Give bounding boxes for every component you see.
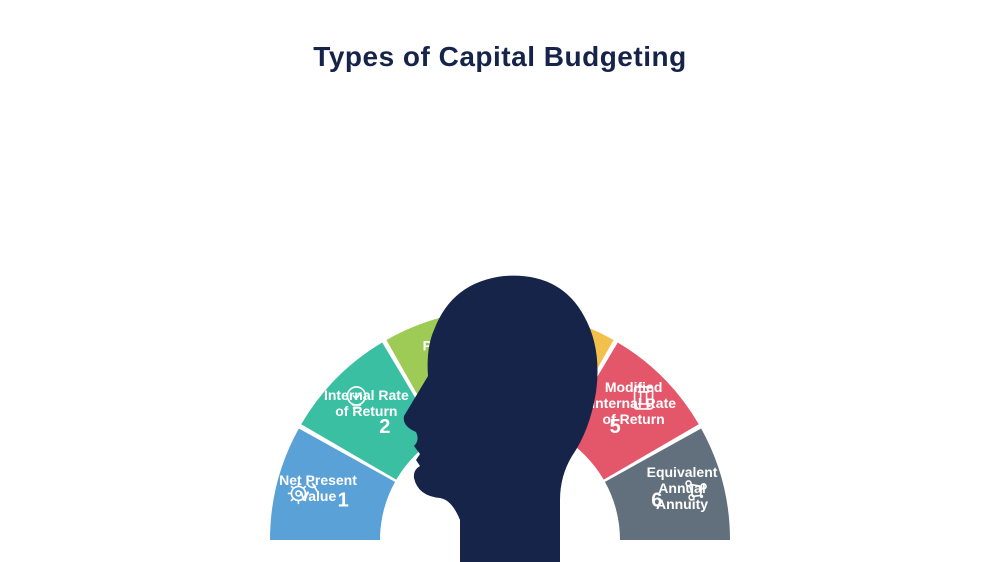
infographic-stage: Types of Capital Budgeting Net PresentVa… <box>0 0 1000 562</box>
segment-number: 2 <box>379 416 390 438</box>
segment-number: 6 <box>651 489 662 511</box>
head-silhouette <box>404 276 598 562</box>
arc-diagram: Net PresentValue1 Internal Rateof Return… <box>0 0 1000 562</box>
segment-number: 1 <box>338 489 349 511</box>
segment-number: 5 <box>610 416 621 438</box>
page-title: Types of Capital Budgeting <box>0 41 1000 73</box>
segment-label: Internal Rateof Return <box>324 387 409 419</box>
